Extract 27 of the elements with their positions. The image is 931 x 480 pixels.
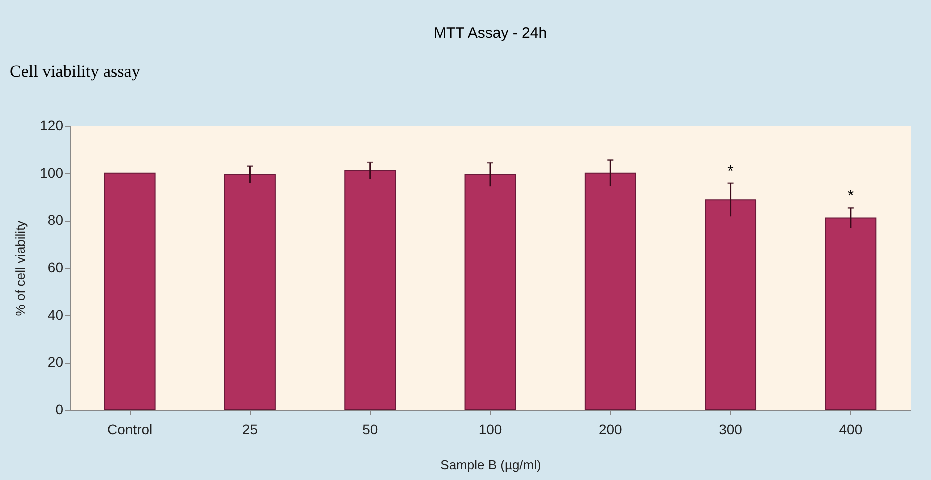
y-tick-label: 80 <box>48 212 64 228</box>
x-tick-label: 100 <box>478 422 502 438</box>
x-tick-label: Control <box>108 422 153 438</box>
x-tick-label: 50 <box>362 422 378 438</box>
chart-title: MTT Assay - 24h <box>434 25 548 42</box>
bar <box>104 172 156 410</box>
bar <box>825 218 877 410</box>
bar <box>464 174 516 410</box>
y-axis-title: % of cell viability <box>13 220 28 316</box>
y-tick-label: 20 <box>48 354 64 370</box>
bar <box>344 170 396 410</box>
x-tick-label: 200 <box>598 422 623 438</box>
y-tick-label: 40 <box>48 306 64 323</box>
y-tick-label: 100 <box>40 164 64 181</box>
y-tick-label: 60 <box>48 260 64 276</box>
x-tick-label: 300 <box>719 422 743 438</box>
y-tick-label: 0 <box>56 402 64 418</box>
x-tick-label: 25 <box>242 422 258 438</box>
x-axis-title: Sample B (µg/ml) <box>440 458 542 472</box>
bar <box>705 200 757 410</box>
bar <box>224 174 276 410</box>
y-tick-label: 120 <box>40 118 64 134</box>
annotation: * <box>848 188 854 206</box>
bar <box>584 172 636 410</box>
x-tick-label: 400 <box>839 422 863 438</box>
text: Cell viability assay <box>10 62 141 81</box>
annotation: * <box>728 164 734 181</box>
